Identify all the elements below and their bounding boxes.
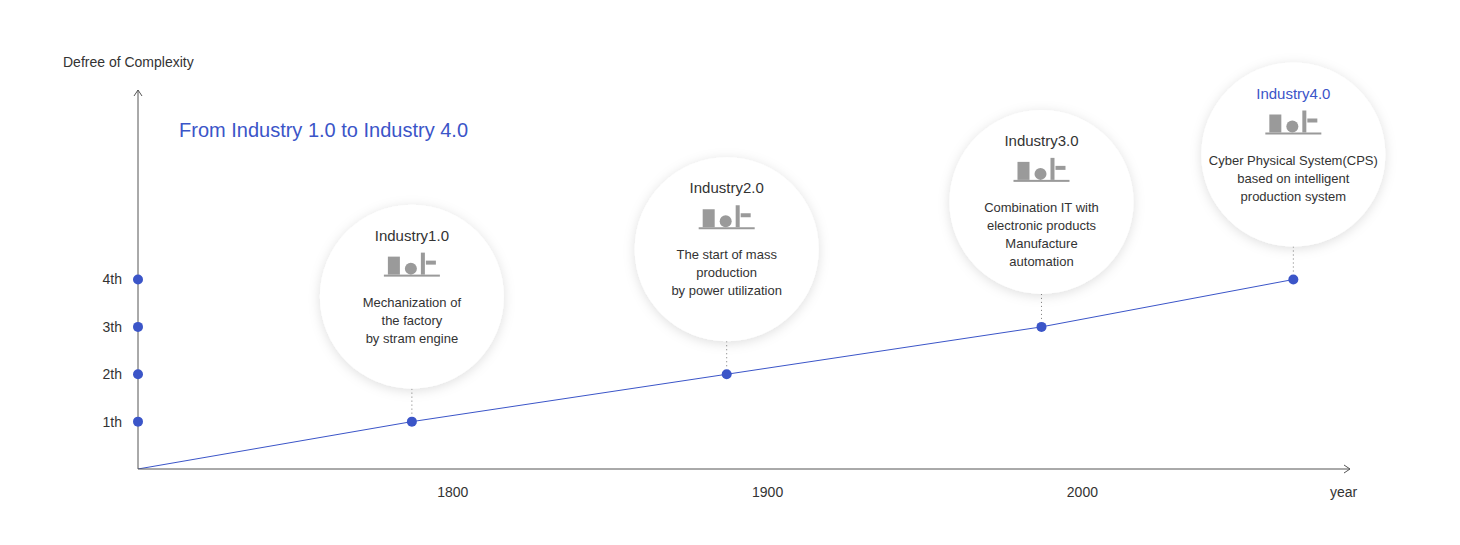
svg-text:1900: 1900 — [752, 484, 783, 500]
svg-text:Industry4.0: Industry4.0 — [1256, 85, 1330, 102]
svg-text:1800: 1800 — [437, 484, 468, 500]
svg-text:Cyber Physical System(CPS): Cyber Physical System(CPS) — [1209, 153, 1378, 168]
svg-text:From Industry 1.0 to Industry: From Industry 1.0 to Industry 4.0 — [179, 119, 468, 141]
svg-text:Industry3.0: Industry3.0 — [1004, 132, 1078, 149]
svg-text:Manufacture: Manufacture — [1005, 236, 1077, 251]
svg-text:production: production — [696, 265, 757, 280]
svg-text:Industry1.0: Industry1.0 — [375, 227, 449, 244]
svg-text:production system: production system — [1241, 189, 1347, 204]
svg-text:2th: 2th — [103, 366, 122, 382]
svg-text:Mechanization of: Mechanization of — [363, 295, 462, 310]
svg-text:4th: 4th — [103, 271, 122, 287]
svg-text:the factory: the factory — [382, 313, 443, 328]
svg-text:based on intelligent: based on intelligent — [1237, 171, 1349, 186]
svg-text:by power utilization: by power utilization — [671, 283, 782, 298]
svg-text:The start of mass: The start of mass — [676, 247, 777, 262]
svg-text:Combination IT with: Combination IT with — [984, 200, 1099, 215]
svg-text:Industry2.0: Industry2.0 — [690, 179, 764, 196]
svg-text:year: year — [1330, 484, 1358, 500]
svg-text:by stram engine: by stram engine — [366, 331, 459, 346]
svg-text:3th: 3th — [103, 319, 122, 335]
svg-text:1th: 1th — [103, 414, 122, 430]
svg-text:2000: 2000 — [1067, 484, 1098, 500]
svg-text:electronic products: electronic products — [987, 218, 1097, 233]
svg-text:Defree of Complexity: Defree of Complexity — [63, 54, 194, 70]
svg-text:automation: automation — [1009, 254, 1073, 269]
